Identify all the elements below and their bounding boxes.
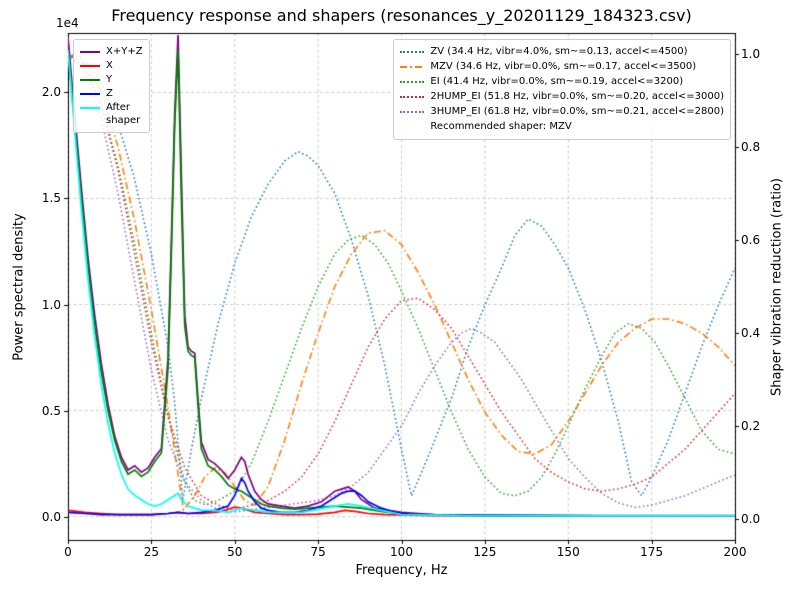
legend-label: Z: [106, 88, 113, 99]
legend-label: 3HUMP_EI (61.8 Hz, vibr=0.0%, sm~=0.21, …: [430, 106, 724, 117]
left-y-tick-label: 0.5: [41, 403, 61, 418]
legend-label: MZV (34.6 Hz, vibr=0.0%, sm~=0.17, accel…: [430, 61, 697, 72]
x-tick-label: 0: [64, 545, 72, 559]
right-y-axis-label: Shaper vibration reduction (ratio): [769, 178, 785, 396]
shaper-legend: ZV (34.4 Hz, vibr=4.0%, sm~=0.13, accel<…: [393, 39, 731, 140]
left-y-tick-label: 0.0: [41, 509, 61, 524]
line-swatch-icon: [400, 96, 425, 98]
legend-label: 2HUMP_EI (51.8 Hz, vibr=0.0%, sm~=0.20, …: [430, 91, 724, 102]
left-y-axis-label: Power spectral density: [11, 213, 27, 361]
x-tick-label: 175: [640, 545, 664, 559]
line-swatch-icon: [80, 65, 100, 67]
x-tick-label: 50: [227, 545, 243, 559]
recommended-shaper-note: Recommended shaper: MZV: [430, 121, 572, 132]
legend-label: X: [106, 60, 113, 71]
x-axis-label: Frequency, Hz: [355, 563, 448, 578]
left-y-tick-label: 2.0: [41, 85, 61, 100]
right-y-tick-label: 0.8: [741, 139, 761, 154]
x-tick-label: 150: [556, 545, 580, 559]
line-swatch-icon: [80, 51, 100, 53]
right-y-tick-label: 0.0: [741, 512, 761, 527]
legend-item: 3HUMP_EI (61.8 Hz, vibr=0.0%, sm~=0.21, …: [400, 105, 724, 119]
legend-item: Y: [80, 73, 143, 86]
line-swatch-icon: [80, 93, 100, 95]
legend-label: EI (41.4 Hz, vibr=0.0%, sm~=0.19, accel<…: [430, 76, 684, 87]
legend-item: 2HUMP_EI (51.8 Hz, vibr=0.0%, sm~=0.20, …: [400, 90, 724, 104]
legend-item: After shaper: [80, 101, 143, 127]
line-swatch-icon: [400, 66, 425, 68]
line-swatch-icon: [400, 81, 425, 83]
legend-note-row: Recommended shaper: MZV: [400, 120, 724, 134]
right-y-tick-label: 0.4: [741, 326, 761, 340]
chart-title: Frequency response and shapers (resonanc…: [111, 6, 692, 25]
right-y-tick-label: 1.0: [741, 46, 761, 61]
right-y-tick-label: 0.6: [741, 232, 761, 247]
left-y-tick-label: 1.5: [41, 191, 61, 206]
legend-item: MZV (34.6 Hz, vibr=0.0%, sm~=0.17, accel…: [400, 60, 724, 74]
line-swatch-icon: [80, 79, 100, 81]
legend-label: X+Y+Z: [106, 46, 143, 57]
x-tick-label: 200: [723, 545, 747, 559]
right-y-tick-label: 0.2: [741, 419, 761, 434]
legend-label: After shaper: [106, 102, 141, 126]
left-y-tick-label: 1.0: [41, 297, 61, 312]
x-tick-label: 100: [390, 545, 413, 559]
legend-item: X: [80, 59, 143, 72]
x-tick-label: 75: [310, 545, 326, 559]
legend-item: ZV (34.4 Hz, vibr=4.0%, sm~=0.13, accel<…: [400, 45, 724, 59]
legend-label: Y: [106, 74, 113, 85]
legend-item: X+Y+Z: [80, 45, 143, 58]
legend-label: ZV (34.4 Hz, vibr=4.0%, sm~=0.13, accel<…: [430, 46, 688, 57]
line-swatch-icon: [400, 111, 425, 113]
x-tick-label: 25: [143, 545, 160, 559]
line-swatch-icon: [80, 107, 100, 109]
psd-legend: X+Y+Z X Y Z After shaper: [73, 39, 150, 133]
legend-item: Z: [80, 87, 143, 100]
line-swatch-icon: [400, 51, 425, 53]
x-tick-label: 125: [473, 545, 497, 559]
legend-item: EI (41.4 Hz, vibr=0.0%, sm~=0.19, accel<…: [400, 75, 724, 89]
y-axis-offset-text: 1e4: [56, 16, 79, 30]
